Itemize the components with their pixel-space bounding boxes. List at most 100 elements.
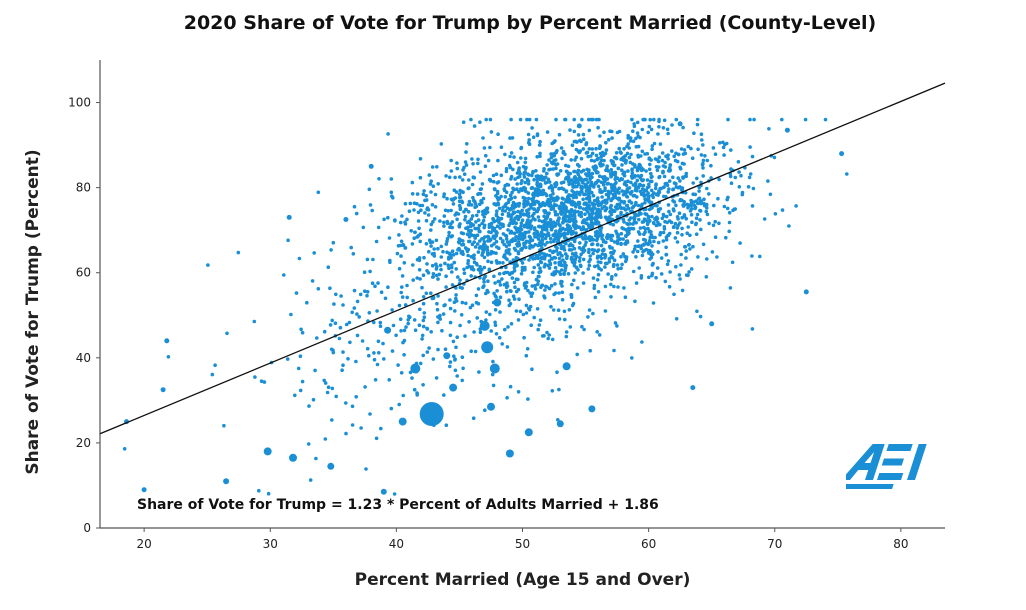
- data-point: [557, 222, 561, 226]
- data-point: [315, 336, 319, 340]
- data-point: [593, 295, 598, 300]
- data-point: [452, 300, 457, 305]
- data-point: [548, 261, 553, 266]
- data-point: [435, 165, 439, 169]
- data-point: [551, 191, 555, 196]
- data-point: [445, 239, 449, 244]
- data-point: [499, 145, 504, 149]
- data-point: [710, 250, 715, 254]
- data-point: [459, 189, 464, 194]
- data-point: [592, 283, 597, 288]
- data-point: [430, 296, 435, 301]
- data-point: [599, 256, 604, 261]
- data-point: [505, 240, 510, 244]
- data-point: [599, 225, 604, 230]
- data-point: [344, 322, 349, 327]
- data-point: [566, 171, 570, 175]
- data-point: [675, 240, 680, 244]
- data-point: [675, 226, 680, 230]
- data-point: [662, 118, 667, 123]
- data-point: [694, 216, 699, 220]
- data-point: [488, 177, 492, 182]
- data-point: [503, 270, 508, 275]
- x-tick-label: 20: [137, 537, 152, 551]
- data-point: [555, 240, 559, 244]
- data-point: [685, 231, 689, 235]
- data-point: [612, 188, 617, 193]
- data-point: [538, 182, 543, 187]
- data-point: [444, 423, 449, 428]
- data-point: [536, 274, 541, 279]
- data-point: [542, 257, 547, 261]
- data-point: [451, 253, 456, 257]
- data-point: [595, 229, 599, 234]
- data-point: [584, 228, 588, 232]
- data-point: [491, 216, 495, 221]
- data-point: [476, 267, 481, 272]
- data-point: [593, 164, 598, 168]
- data-point: [471, 267, 476, 272]
- data-point: [667, 166, 672, 170]
- data-point: [492, 274, 496, 279]
- data-point: [332, 302, 336, 306]
- data-point: [598, 228, 603, 233]
- data-point: [705, 186, 709, 191]
- data-point: [492, 242, 496, 246]
- data-point: [403, 222, 408, 226]
- data-point: [448, 333, 453, 338]
- data-point: [686, 273, 690, 278]
- data-point: [411, 298, 415, 303]
- data-point: [603, 208, 608, 213]
- data-point: [514, 289, 519, 294]
- data-point: [780, 208, 785, 212]
- data-point: [701, 174, 705, 178]
- data-point: [496, 197, 500, 202]
- data-point: [664, 245, 668, 250]
- data-point: [533, 217, 537, 222]
- data-point: [500, 277, 504, 281]
- data-point: [481, 136, 485, 140]
- data-point: [381, 341, 385, 346]
- data-point: [501, 232, 506, 236]
- data-point: [577, 259, 582, 263]
- data-point: [576, 210, 580, 214]
- data-point-large: [784, 127, 790, 133]
- data-point: [222, 423, 226, 428]
- data-point: [750, 154, 755, 159]
- data-point: [421, 324, 426, 329]
- data-point: [647, 124, 652, 129]
- data-point: [480, 267, 484, 272]
- data-point: [493, 281, 497, 285]
- data-point: [482, 265, 487, 270]
- data-point: [664, 194, 668, 199]
- data-point: [559, 181, 564, 185]
- data-point: [495, 209, 499, 213]
- data-point: [530, 197, 534, 201]
- data-point: [451, 202, 456, 206]
- data-point: [480, 182, 485, 186]
- data-point: [399, 239, 404, 244]
- data-point: [647, 275, 651, 280]
- data-point: [512, 297, 517, 301]
- data-point: [487, 225, 492, 229]
- data-point: [575, 190, 579, 195]
- data-point: [491, 359, 495, 364]
- data-point: [591, 251, 595, 256]
- data-point: [576, 133, 581, 137]
- data-point: [421, 353, 426, 358]
- data-point: [654, 223, 659, 228]
- data-point: [560, 297, 565, 302]
- data-point: [506, 228, 510, 232]
- data-point: [604, 168, 608, 173]
- data-point: [379, 426, 383, 431]
- data-point: [584, 172, 588, 176]
- data-point: [497, 272, 502, 276]
- data-point: [402, 338, 407, 343]
- data-point: [509, 289, 513, 294]
- data-point: [442, 192, 447, 196]
- data-point: [570, 143, 575, 147]
- data-point: [609, 182, 613, 187]
- data-point: [547, 158, 551, 162]
- data-point: [473, 349, 478, 354]
